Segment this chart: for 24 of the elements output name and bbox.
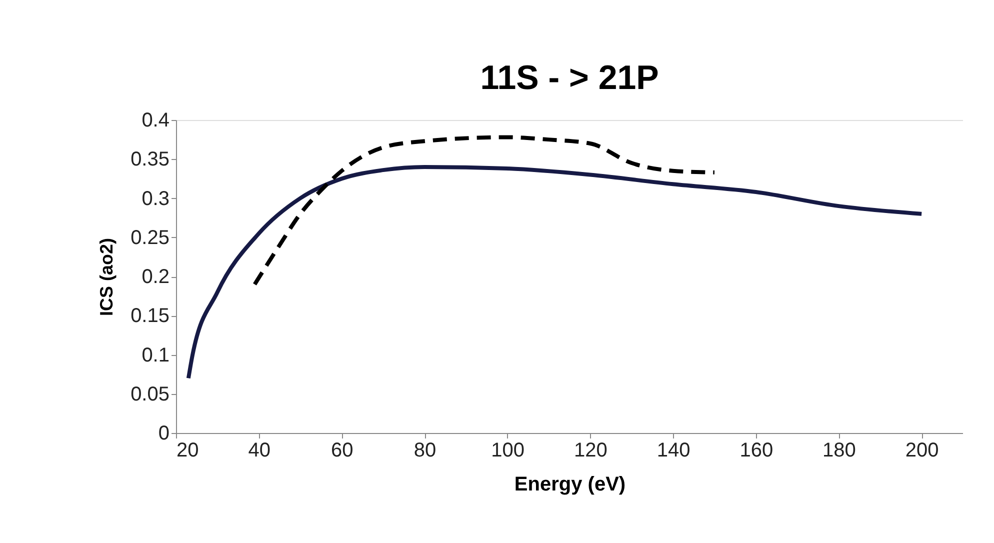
x-tick-label: 100 (491, 440, 525, 462)
y-tick-label: 0.15 (130, 305, 170, 328)
y-tick-label: 0.35 (130, 148, 170, 171)
x-tick-label: 80 (414, 440, 436, 462)
y-tick-label: 0.1 (142, 344, 170, 366)
y-axis-title: ICS (ao2) (96, 238, 117, 316)
x-tick-label: 120 (574, 440, 608, 462)
y-tick-label: 0 (158, 422, 170, 444)
x-tick-label: 200 (905, 440, 939, 462)
x-tick-label: 40 (248, 440, 270, 462)
y-tick-label: 0.3 (142, 188, 170, 210)
chart-title: 11S - > 21P (480, 59, 659, 97)
y-tick-label: 0.2 (142, 266, 170, 288)
x-tick-label: 60 (331, 440, 354, 462)
y-tick-label: 0.4 (142, 110, 170, 132)
x-tick-label: 180 (822, 440, 856, 462)
x-tick-label: 140 (656, 440, 690, 462)
y-tick-label: 0.25 (130, 226, 170, 249)
x-axis-title: Energy (eV) (514, 474, 626, 496)
x-tick-label: 20 (176, 440, 199, 462)
line-series (252, 135, 716, 286)
y-tick-label: 0.05 (130, 383, 170, 406)
line-series (186, 164, 924, 380)
x-tick-label: 160 (740, 440, 774, 462)
